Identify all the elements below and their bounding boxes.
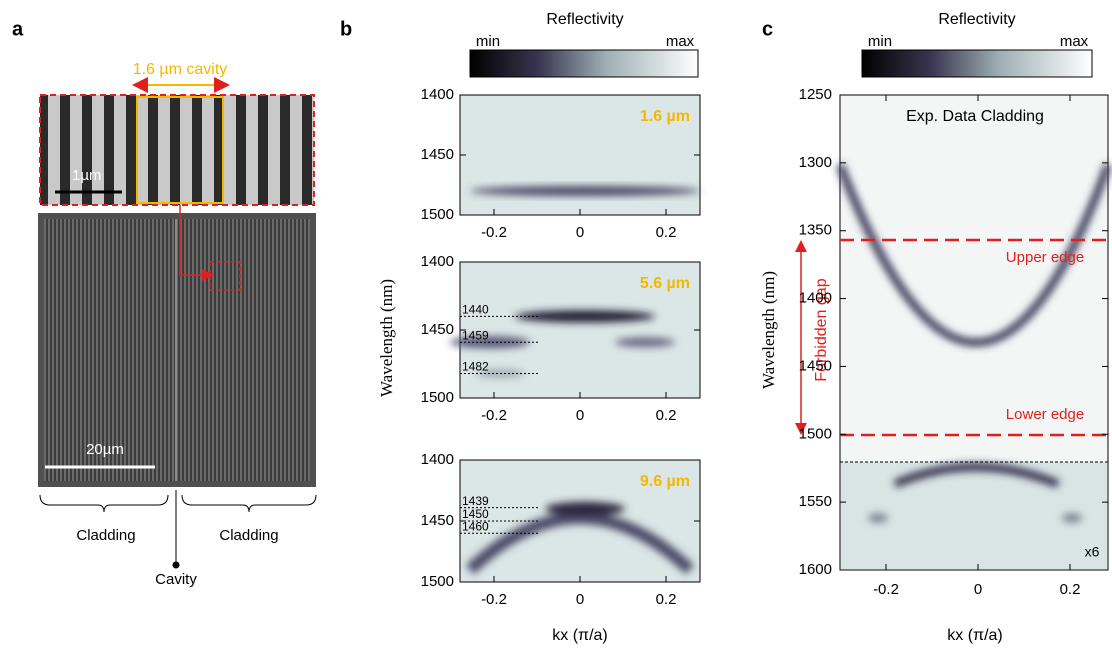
x-tick-label: -0.2 [481,407,507,424]
level-label: 1460 [462,519,489,533]
band-shapes [465,501,695,575]
band [615,337,675,348]
colorbar-title: Reflectivity [938,11,1015,28]
colorbar [861,49,1093,78]
x-tick-label: 0.2 [1060,581,1081,598]
band-shapes [836,163,1112,523]
plot-title: Exp. Data Cladding [906,108,1044,125]
y-tick-label: 1400 [421,86,454,103]
inset-frame [39,94,315,206]
panel-label: b [340,18,352,40]
level-label: 1482 [462,360,489,374]
colorbar-min: min [868,33,892,50]
panel-label: c [762,18,773,40]
thickness-label: 5.6 µm [640,275,690,292]
upper-edge-label: Upper edge [1006,249,1084,266]
y-axis-label: Wavelength (nm) [377,279,396,397]
level-label: 1439 [462,494,489,508]
y-tick-label: 1450 [421,321,454,338]
x-tick-label: 0 [576,591,584,608]
brace [39,494,169,513]
region-label: Cladding [219,527,278,544]
panel-label: a [12,18,24,40]
lower-edge-label: Lower edge [1006,406,1084,423]
cavity-text: Cavity [155,571,197,588]
x-tick-label: 0.2 [656,591,677,608]
y-tick-label: 1450 [421,146,454,163]
colorbar [469,49,699,78]
cavity-box [136,96,224,204]
band [545,501,625,516]
gap-label: Forbidden gap [813,278,830,381]
magnification: x6 [1085,544,1100,560]
level-label: 1450 [462,507,489,521]
thickness-label: 9.6 µm [640,473,690,490]
inset-sem [40,95,314,205]
y-tick-label: 1450 [799,357,832,374]
cavity-label: 1.6 µm cavity [133,61,228,78]
x-tick-label: -0.2 [481,591,507,608]
y-tick-label: 1500 [421,206,454,223]
y-tick-label: 1400 [799,290,832,307]
y-tick-label: 1400 [421,253,454,270]
y-tick-label: 1550 [799,493,832,510]
x-axis-label: kx (π/a) [552,627,607,644]
thickness-label: 1.6 µm [640,108,690,125]
x-axis-label: kx (π/a) [947,627,1002,644]
region-label: Cladding [76,527,135,544]
x-tick-label: 0.2 [656,224,677,241]
cavity-dot [172,561,180,569]
y-tick-label: 1600 [799,561,832,578]
magnified-frame [839,461,1109,571]
colorbar-max: max [1060,33,1089,50]
level-label: 1440 [462,303,489,317]
y-tick-label: 1350 [799,222,832,239]
x-tick-label: -0.2 [481,224,507,241]
y-tick-label: 1500 [421,573,454,590]
colorbar-max: max [666,33,695,50]
inset-scale: 1µm [72,167,101,184]
y-tick-label: 1250 [799,86,832,103]
band-shapes [470,186,700,196]
brace [181,494,317,513]
y-tick-label: 1300 [799,154,832,171]
band [515,310,655,323]
y-tick-label: 1500 [799,425,832,442]
x-tick-label: -0.2 [873,581,899,598]
colorbar-min: min [476,33,500,50]
level-label: 1459 [462,328,489,342]
y-tick-label: 1450 [421,512,454,529]
y-axis-label: Wavelength (nm) [759,271,778,389]
x-tick-label: 0 [576,407,584,424]
y-tick-label: 1500 [421,389,454,406]
x-tick-label: 0 [576,224,584,241]
x-tick-label: 0 [974,581,982,598]
x-tick-label: 0.2 [656,407,677,424]
y-tick-label: 1400 [421,451,454,468]
band [465,512,695,575]
main-scale: 20µm [86,441,124,458]
colorbar-title: Reflectivity [546,11,623,28]
band [470,186,700,196]
